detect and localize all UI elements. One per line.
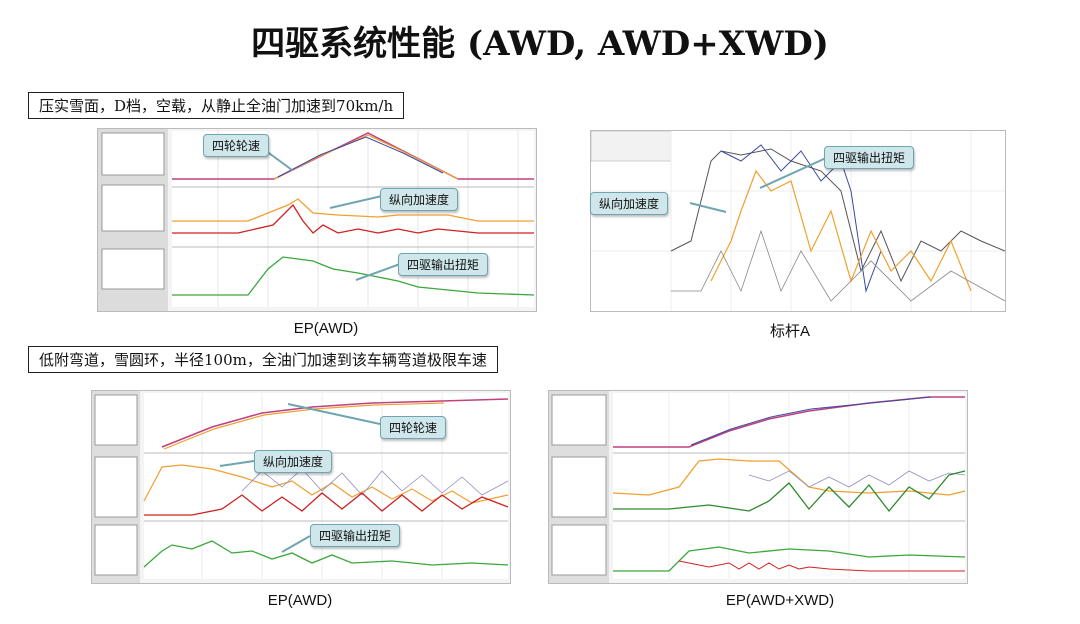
callout-wheel-speed-top: 四轮轮速 <box>203 134 270 157</box>
callout-awd-torque-benchmark: 四驱输出扭矩 <box>824 146 915 169</box>
chart-benchmark-a <box>590 130 1006 312</box>
chart-ep-awd-accel <box>97 128 537 312</box>
chart-ep-awd-xwd-cornering <box>548 390 968 584</box>
caption-top-left: EP(AWD) <box>293 320 359 337</box>
callout-long-accel-benchmark: 纵向加速度 <box>590 192 669 215</box>
callout-awd-torque-bottom: 四驱输出扭矩 <box>310 524 401 547</box>
test-condition-top: 压实雪面，D档，空载，从静止全油门加速到70km/h <box>28 92 405 119</box>
chart-benchmark-a-plot <box>591 131 1005 311</box>
callout-awd-torque-top: 四驱输出扭矩 <box>398 253 489 276</box>
chart-ep-awd-xwd-cornering-plot <box>549 391 966 583</box>
caption-bottom-right: EP(AWD+XWD) <box>725 592 835 609</box>
caption-top-right: 标杆A <box>769 323 810 340</box>
callout-long-accel-bottom: 纵向加速度 <box>254 450 333 473</box>
test-condition-bottom: 低附弯道，雪圆环，半径100m，全油门加速到该车辆弯道极限车速 <box>28 346 498 373</box>
callout-wheel-speed-bottom: 四轮轮速 <box>380 416 447 439</box>
caption-bottom-left: EP(AWD) <box>267 592 333 609</box>
slide-title: 四驱系统性能 (AWD, AWD+XWD) <box>251 24 829 64</box>
callout-long-accel-top: 纵向加速度 <box>380 188 459 211</box>
chart-ep-awd-accel-plot <box>98 129 535 311</box>
chart-ep-awd-cornering-plot <box>92 391 509 583</box>
chart-ep-awd-cornering <box>91 390 511 584</box>
